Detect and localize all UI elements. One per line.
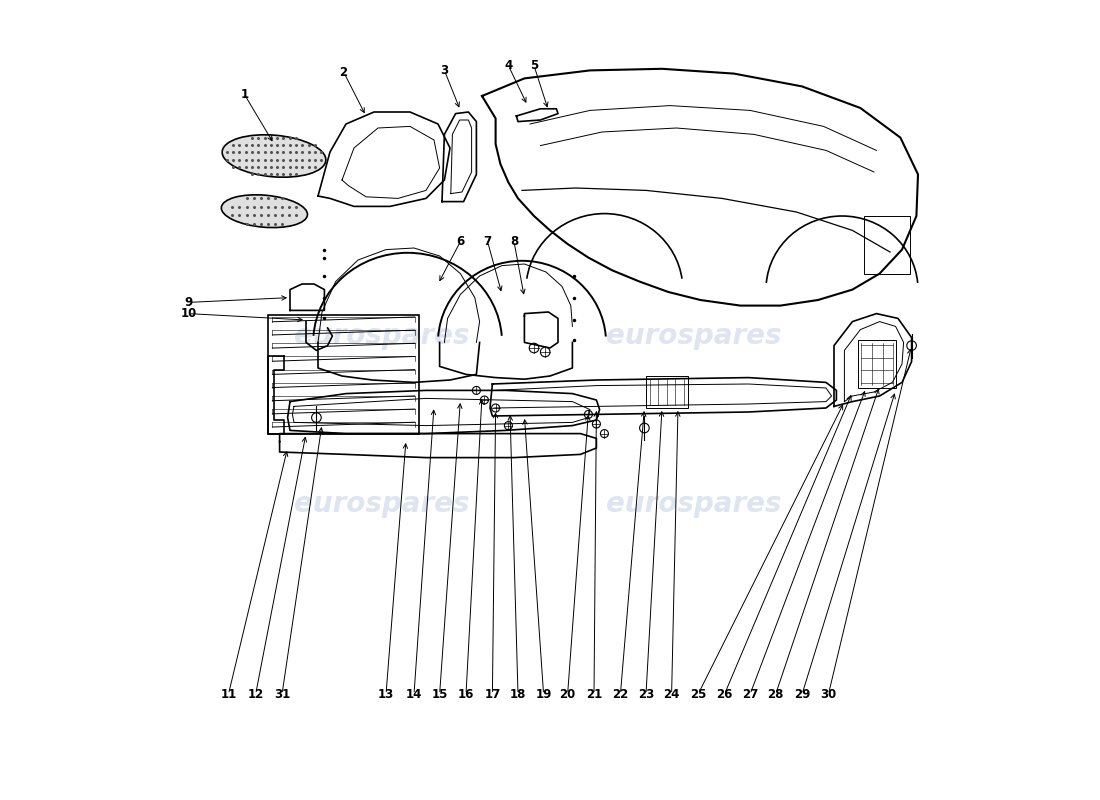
- Text: 30: 30: [821, 688, 836, 701]
- Text: 12: 12: [248, 688, 264, 701]
- Text: 28: 28: [768, 688, 784, 701]
- Text: eurospares: eurospares: [606, 490, 782, 518]
- Text: eurospares: eurospares: [606, 322, 782, 350]
- Ellipse shape: [221, 195, 308, 227]
- Text: 1: 1: [240, 88, 249, 101]
- Text: 13: 13: [378, 688, 394, 701]
- Text: 11: 11: [220, 688, 236, 701]
- Text: 16: 16: [458, 688, 474, 701]
- Text: 6: 6: [456, 235, 464, 248]
- Text: 15: 15: [431, 688, 448, 701]
- Text: 9: 9: [185, 296, 192, 309]
- Text: 21: 21: [586, 688, 602, 701]
- Text: 7: 7: [484, 235, 492, 248]
- Text: 2: 2: [340, 66, 348, 78]
- Text: eurospares: eurospares: [295, 322, 470, 350]
- Text: 19: 19: [536, 688, 552, 701]
- Bar: [268, 315, 419, 434]
- Text: 24: 24: [663, 688, 680, 701]
- Text: eurospares: eurospares: [295, 490, 470, 518]
- Text: 8: 8: [510, 235, 518, 248]
- Text: 4: 4: [504, 59, 513, 72]
- Text: 22: 22: [613, 688, 628, 701]
- Text: 31: 31: [274, 688, 290, 701]
- Text: 17: 17: [484, 688, 500, 701]
- Ellipse shape: [222, 134, 326, 178]
- Bar: [858, 340, 896, 388]
- Bar: [864, 216, 910, 274]
- Text: 3: 3: [440, 64, 449, 77]
- Text: 5: 5: [530, 59, 538, 72]
- Text: 20: 20: [560, 688, 575, 701]
- Text: 10: 10: [180, 307, 197, 320]
- Text: 23: 23: [638, 688, 654, 701]
- Text: 25: 25: [690, 688, 706, 701]
- Text: 18: 18: [509, 688, 526, 701]
- Bar: [646, 376, 688, 408]
- Text: 27: 27: [741, 688, 758, 701]
- Text: 29: 29: [794, 688, 811, 701]
- Text: 14: 14: [406, 688, 422, 701]
- Text: 26: 26: [716, 688, 733, 701]
